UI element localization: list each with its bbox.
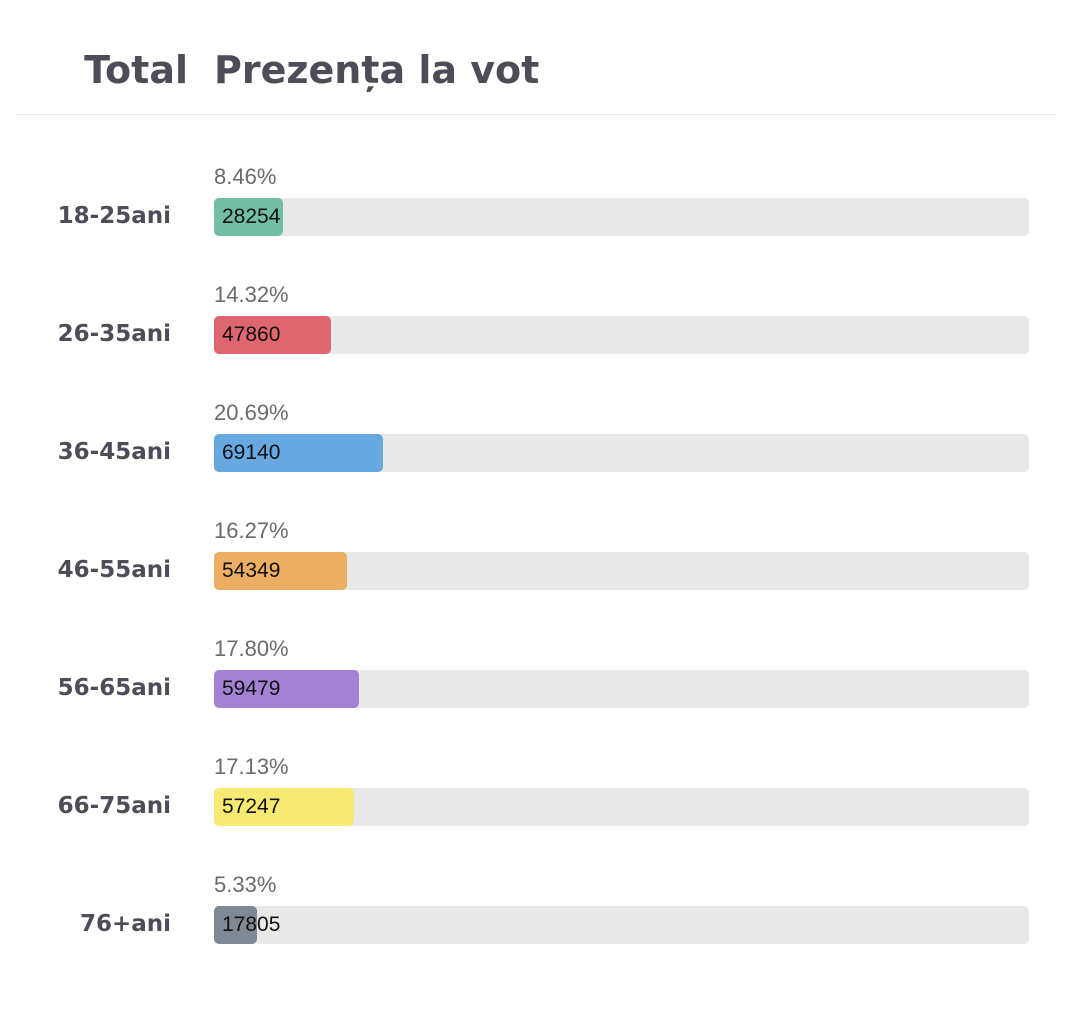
percent-label: 5.33% [214, 872, 277, 897]
bar [214, 434, 383, 472]
bar-row: 66-75ani 17.13% 57247 [0, 752, 1086, 832]
bar-row: 18-25ani 8.46% 28254 [0, 162, 1086, 242]
percent-label: 8.46% [214, 164, 277, 189]
chart-title: Prezența la vot [214, 48, 540, 92]
percent-label: 17.13% [214, 754, 289, 779]
value-label: 57247 [222, 795, 281, 818]
value-label: 69140 [222, 441, 281, 464]
category-label: 18-25ani [57, 203, 171, 229]
value-label: 28254 [222, 205, 281, 228]
bar-row: 26-35ani 14.32% 47860 [0, 280, 1086, 360]
value-label: 59479 [222, 677, 281, 700]
bar-track: 54349 [214, 552, 1029, 590]
bar [214, 552, 347, 590]
percent-label: 14.32% [214, 282, 289, 307]
header-divider [15, 114, 1055, 115]
bar-track: 47860 [214, 316, 1029, 354]
category-label: 26-35ani [57, 321, 171, 347]
bar-row: 56-65ani 17.80% 59479 [0, 634, 1086, 714]
category-label: 76+ani [79, 911, 171, 937]
category-label: 66-75ani [57, 793, 171, 819]
percent-label: 17.80% [214, 636, 289, 661]
bar [214, 906, 257, 944]
bar-track: 17805 [214, 906, 1029, 944]
bar [214, 198, 283, 236]
percent-label: 16.27% [214, 518, 289, 543]
category-label: 36-45ani [57, 439, 171, 465]
bar-row: 36-45ani 20.69% 69140 [0, 398, 1086, 478]
value-label: 47860 [222, 323, 281, 346]
percent-label: 20.69% [214, 400, 289, 425]
bar-row: 46-55ani 16.27% 54349 [0, 516, 1086, 596]
category-label: 46-55ani [57, 557, 171, 583]
bar-track: 28254 [214, 198, 1029, 236]
bar [214, 316, 331, 354]
value-label: 17805 [222, 913, 281, 936]
category-label: 56-65ani [57, 675, 171, 701]
bar-track: 69140 [214, 434, 1029, 472]
total-label: Total [84, 48, 188, 92]
bar-track: 59479 [214, 670, 1029, 708]
bar [214, 788, 354, 826]
bar-row: 76+ani 5.33% 17805 [0, 870, 1086, 950]
value-label: 54349 [222, 559, 281, 582]
chart-header: Total Prezența la vot [0, 0, 1086, 115]
bar-track: 57247 [214, 788, 1029, 826]
bar [214, 670, 359, 708]
